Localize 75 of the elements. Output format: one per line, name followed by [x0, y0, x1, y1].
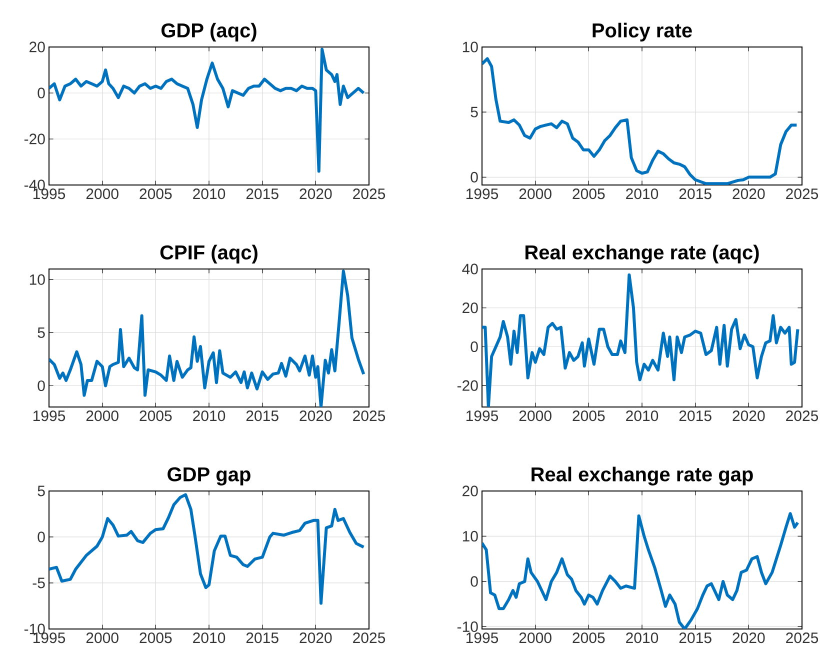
x-tick-label: 2005	[572, 188, 605, 200]
y-tick-label: -5	[32, 578, 45, 588]
x-tick-label: 2025	[786, 410, 818, 422]
x-tick-label: 1995	[466, 410, 498, 422]
y-tick-label: 5	[38, 327, 45, 338]
x-tick-label: 1995	[33, 632, 66, 644]
chart-title: GDP gap	[168, 467, 250, 486]
y-tick-label: 0	[470, 172, 478, 182]
chart-title: GDP (aqc)	[161, 22, 256, 42]
y-tick-label: 10	[462, 530, 478, 542]
y-tick-label: 20	[30, 42, 45, 52]
x-tick-label: 2005	[140, 632, 172, 644]
x-tick-label: 2015	[679, 188, 712, 200]
y-tick-label: 20	[462, 486, 478, 496]
y-tick-label: 40	[462, 264, 478, 274]
x-tick-label: 2010	[193, 632, 226, 644]
x-tick-label: 2025	[786, 632, 818, 644]
x-tick-label: 2000	[519, 188, 552, 200]
chart-title: Policy rate	[592, 22, 692, 42]
line-series	[49, 48, 366, 173]
x-tick-label: 2020	[732, 188, 765, 200]
x-tick-label: 2010	[193, 410, 226, 422]
y-tick-label: -40	[24, 180, 45, 190]
x-tick-label: 2020	[300, 188, 332, 200]
x-tick-label: 2000	[86, 188, 118, 200]
line-series	[49, 493, 366, 605]
x-tick-label: 2015	[246, 188, 278, 200]
x-tick-label: 2015	[679, 410, 712, 422]
y-tick-label: 0	[38, 88, 45, 98]
y-tick-label: -20	[24, 134, 45, 144]
line-series	[482, 273, 800, 407]
x-tick-label: 2000	[86, 410, 118, 422]
x-tick-label: 2015	[679, 632, 712, 644]
x-tick-label: 1995	[466, 188, 498, 200]
x-tick-label: 2025	[786, 188, 818, 200]
x-tick-label: 2020	[732, 410, 765, 422]
y-tick-label: -20	[457, 380, 478, 391]
chart-title: CPIF (aqc)	[160, 244, 258, 264]
line-series	[482, 512, 800, 629]
x-tick-label: 2010	[626, 632, 658, 644]
y-tick-label: 0	[470, 576, 478, 587]
x-tick-label: 2015	[246, 410, 278, 422]
x-tick-label: 2005	[140, 410, 172, 422]
x-tick-label: 2000	[519, 632, 552, 644]
x-tick-label: 2010	[626, 188, 658, 200]
chart-title: Real exchange rate gap	[532, 466, 753, 486]
line-series	[49, 270, 366, 407]
y-tick-label: 0	[470, 341, 478, 352]
y-tick-label: 20	[462, 302, 478, 314]
x-tick-label: 2005	[572, 632, 605, 644]
y-tick-label: 5	[470, 106, 478, 118]
x-tick-label: 2005	[140, 188, 172, 200]
x-tick-label: 2010	[626, 410, 658, 422]
y-tick-label: 0	[38, 532, 45, 542]
x-tick-label: 2025	[353, 188, 386, 200]
x-tick-label: 2020	[300, 632, 332, 644]
y-tick-label: 5	[38, 486, 45, 496]
y-tick-label: 10	[462, 42, 478, 52]
x-tick-label: 1995	[466, 632, 498, 644]
y-tick-label: -10	[457, 621, 478, 632]
x-tick-label: 2005	[572, 410, 605, 422]
x-tick-label: 2020	[732, 632, 765, 644]
y-tick-label: 10	[30, 274, 45, 285]
x-tick-label: 2020	[300, 410, 332, 422]
x-tick-label: 2025	[353, 410, 386, 422]
x-tick-label: 1995	[33, 410, 66, 422]
y-tick-label: 0	[38, 380, 45, 392]
x-tick-label: 1995	[33, 188, 66, 200]
x-tick-label: 2025	[353, 632, 386, 644]
x-tick-label: 2000	[519, 410, 552, 422]
x-tick-label: 2015	[246, 632, 278, 644]
x-tick-label: 2010	[193, 188, 226, 200]
y-tick-label: -10	[24, 624, 45, 634]
x-tick-label: 2000	[86, 632, 118, 644]
chart-title: Real exchange rate (aqc)	[526, 244, 759, 264]
